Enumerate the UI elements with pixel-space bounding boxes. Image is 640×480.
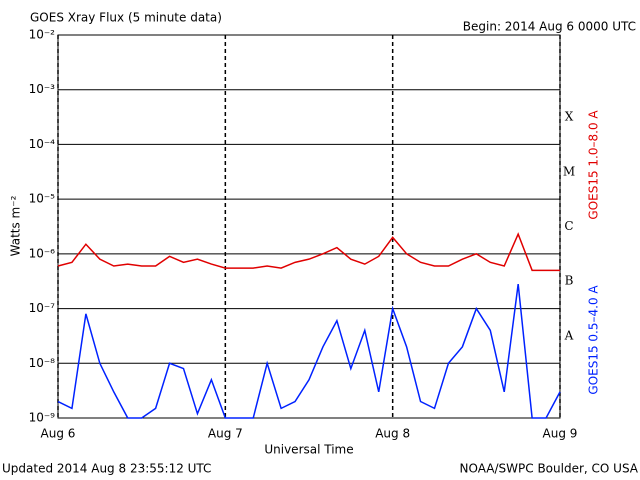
plot-frame — [57, 34, 561, 419]
class-label: C — [564, 219, 573, 233]
series-line — [57, 284, 561, 419]
x-tick-label: Aug 6 — [41, 427, 76, 441]
x-tick-label: Aug 7 — [208, 427, 243, 441]
y-tick-label: 10⁻² — [29, 28, 56, 42]
y-tick-label: 10⁻⁵ — [29, 192, 56, 206]
legend-label: GOES15 0.5–4.0 A — [587, 285, 601, 395]
y-tick-label: 10⁻³ — [29, 82, 56, 96]
x-axis-label: Universal Time — [264, 443, 353, 457]
y-tick-label: 10⁻⁶ — [29, 246, 56, 260]
footer-left: Updated 2014 Aug 8 23:55:12 UTC — [2, 462, 211, 476]
series-line — [57, 232, 560, 272]
legend-label: GOES15 1.0–8.0 A — [587, 110, 601, 220]
subtitle: Begin: 2014 Aug 6 0000 UTC — [463, 20, 636, 34]
class-label: B — [565, 274, 574, 288]
footer-right: NOAA/SWPC Boulder, CO USA — [460, 462, 639, 476]
x-tick-label: Aug 8 — [375, 427, 410, 441]
y-tick-label: 10⁻⁴ — [29, 137, 56, 151]
class-label: X — [565, 110, 574, 124]
class-label: M — [563, 164, 575, 178]
chart-title: GOES Xray Flux (5 minute data) — [30, 11, 222, 25]
y-tick-label: 10⁻⁸ — [29, 356, 56, 370]
x-tick-label: Aug 9 — [543, 427, 578, 441]
y-axis-label: Watts m⁻² — [9, 195, 23, 256]
y-tick-label: 10⁻⁹ — [29, 411, 56, 425]
class-label: A — [564, 328, 574, 342]
y-tick-label: 10⁻⁷ — [29, 301, 56, 315]
